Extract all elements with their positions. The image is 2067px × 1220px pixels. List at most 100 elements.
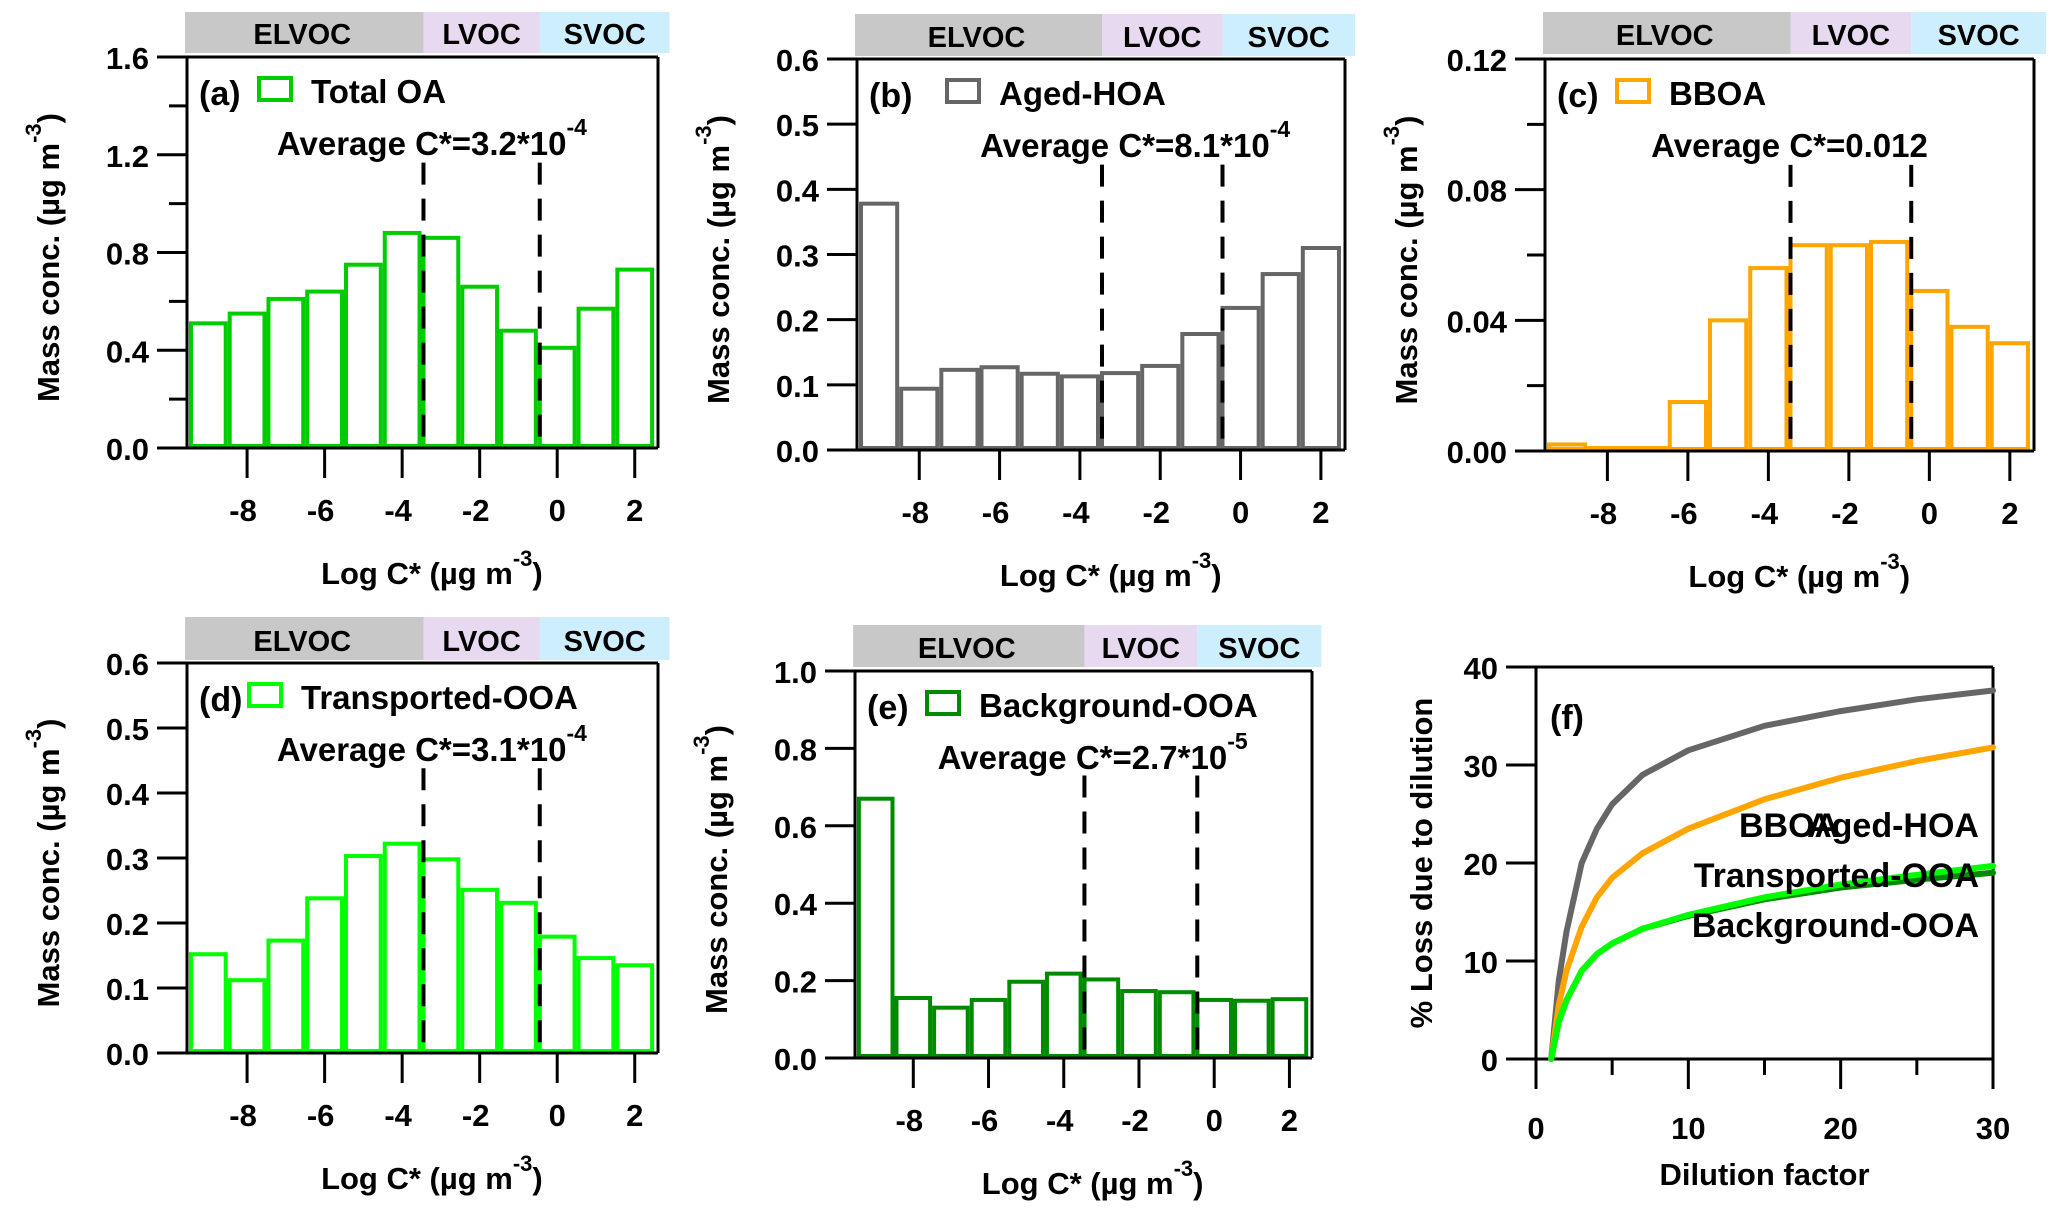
volatility-band-elvoc <box>854 14 1103 56</box>
x-tick-label: -4 <box>1751 496 1779 531</box>
y-tick-label: 0.4 <box>774 887 818 922</box>
y-tick-label: 0.8 <box>774 732 817 767</box>
x-axis-label-end: ) <box>1900 559 1910 594</box>
bar <box>1270 997 1309 1059</box>
legend-label: Transported-OOA <box>301 679 578 716</box>
bar <box>1140 363 1181 450</box>
y-tick-label: 0.6 <box>106 647 149 682</box>
bar <box>421 235 461 448</box>
average-cstar-annotation: Average C*=8.1*10-4 <box>980 116 1290 164</box>
x-tick-label: 30 <box>1976 1111 2010 1146</box>
bar <box>1044 971 1083 1058</box>
bar <box>266 296 306 448</box>
volatility-band-label: ELVOC <box>253 19 351 51</box>
x-tick-label: -6 <box>307 1098 335 1133</box>
y-axis-label: Mass conc. (µg m-3) <box>21 113 66 402</box>
panel-d: ELVOC LVOC SVOC 0.0 0.1 0.2 0.3 0.4 0.5 0.6 -8 -6 -4… <box>21 617 670 1196</box>
volatility-band-elvoc <box>185 12 424 53</box>
y-tick-label: 0.1 <box>106 972 149 1007</box>
panel-label: (e) <box>867 689 909 727</box>
bar <box>460 887 500 1053</box>
bar <box>1547 442 1588 452</box>
y-axis-label-text: Mass conc. (µg m <box>31 143 66 402</box>
x-tick-label: 0 <box>549 1098 566 1133</box>
y-tick-label: 0.5 <box>106 712 149 747</box>
average-cstar-annotation: Average C*=3.2*10-4 <box>277 114 587 162</box>
x-tick-label: 2 <box>1281 1103 1298 1138</box>
y-tick-label: 0.3 <box>106 842 149 877</box>
bar <box>856 796 895 1059</box>
bar <box>305 896 344 1053</box>
bar <box>576 956 616 1053</box>
average-cstar-exponent: -5 <box>1227 728 1248 754</box>
x-axis-label-end: ) <box>532 556 542 591</box>
bar <box>1195 997 1234 1059</box>
x-tick-label: 2 <box>626 1098 643 1133</box>
x-tick-label: -4 <box>1062 495 1090 530</box>
volatility-band-lvoc <box>1790 12 1912 54</box>
legend-label: Total OA <box>311 73 446 110</box>
volatility-band-svoc <box>539 617 670 660</box>
average-cstar-exponent: -4 <box>566 114 587 140</box>
x-tick-label: -2 <box>1831 496 1859 531</box>
x-axis-label-exponent: -3 <box>513 1151 533 1176</box>
y-axis-label-text: Mass conc. (µg m <box>699 755 734 1014</box>
legend-label: Background-OOA <box>1692 907 1979 945</box>
panel-label: (c) <box>1557 77 1599 115</box>
panel-label: (a) <box>199 75 241 113</box>
x-axis-label: Log C* (µg m-3) <box>982 1156 1204 1201</box>
average-cstar-annotation: Average C*=2.7*10-5 <box>938 728 1248 776</box>
bar <box>969 997 1008 1059</box>
y-tick-label: 0.6 <box>774 810 817 845</box>
x-axis-label: Log C* (µg m-3) <box>1688 549 1910 594</box>
x-tick-label: 0 <box>1527 1111 1544 1146</box>
y-tick-label: 0.0 <box>106 432 149 467</box>
bar <box>932 1005 970 1059</box>
y-tick-label: 0.2 <box>106 907 149 942</box>
bar <box>499 328 538 449</box>
volatility-band-label: SVOC <box>564 19 646 51</box>
volatility-band-lvoc <box>423 12 540 53</box>
bar <box>305 289 344 448</box>
y-axis-label: Mass conc. (µg m-3) <box>689 725 734 1014</box>
x-axis-label: Log C* (µg m-3) <box>1000 548 1222 593</box>
x-tick-label: -8 <box>1590 496 1618 531</box>
bar <box>537 934 577 1054</box>
x-tick-label: -6 <box>982 495 1010 530</box>
bar <box>1708 318 1749 452</box>
average-cstar-text: Average C*=3.1*10 <box>277 731 567 768</box>
average-cstar-text: Average C*=2.7*10 <box>938 739 1228 776</box>
bar <box>859 201 900 450</box>
volatility-band-label: SVOC <box>564 626 646 658</box>
x-tick-label: -8 <box>229 1098 257 1133</box>
legend-swatch <box>247 682 283 708</box>
y-tick-label: 0 <box>1481 1043 1498 1078</box>
bar <box>979 365 1020 451</box>
x-axis-label: Dilution factor <box>1659 1157 1869 1192</box>
y-tick-label: 20 <box>1464 847 1498 882</box>
x-tick-label: -8 <box>901 495 929 530</box>
bar <box>615 267 655 449</box>
bar <box>1082 977 1121 1059</box>
x-tick-label: 0 <box>1206 1103 1223 1138</box>
y-axis-label-end: ) <box>699 725 734 735</box>
series-line-background-ooa <box>1548 869 1996 1062</box>
volatility-band-lvoc <box>423 617 540 660</box>
bar <box>537 345 577 448</box>
y-axis-label-exponent: -3 <box>689 735 714 755</box>
y-tick-label: 0.5 <box>776 108 819 143</box>
y-tick-label: 0.0 <box>106 1037 149 1072</box>
average-cstar-text: Average C*=0.012 <box>1651 127 1928 164</box>
volatility-band-label: ELVOC <box>918 633 1016 665</box>
volatility-band-svoc <box>1911 12 2047 54</box>
bar <box>1828 243 1869 451</box>
volatility-band-elvoc <box>1542 12 1791 54</box>
y-tick-label: 0.2 <box>776 304 819 339</box>
y-axis-label-text: Mass conc. (µg m <box>31 748 66 1007</box>
y-axis-label: Mass conc. (µg m-3) <box>691 115 736 404</box>
y-axis-label-text: Mass conc. (µg m <box>701 145 736 404</box>
bar <box>1260 272 1301 450</box>
legend-label: Aged-HOA <box>999 75 1166 112</box>
x-tick-label: 20 <box>1823 1111 1857 1146</box>
bar <box>1180 332 1221 450</box>
